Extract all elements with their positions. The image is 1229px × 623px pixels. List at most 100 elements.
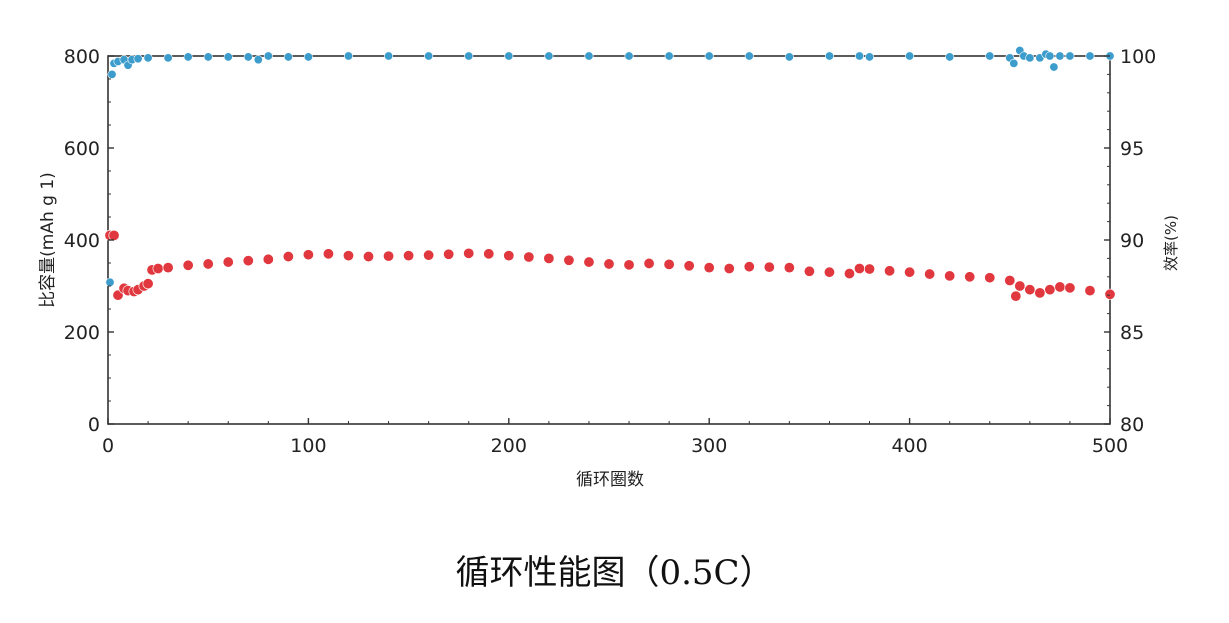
x-tick-label: 300 bbox=[691, 435, 727, 457]
efficiency-point bbox=[183, 52, 193, 62]
capacity-point bbox=[843, 268, 855, 280]
capacity-point bbox=[108, 229, 120, 241]
capacity-point bbox=[1044, 284, 1056, 296]
efficiency-point bbox=[105, 277, 115, 287]
capacity-point bbox=[152, 263, 164, 275]
capacity-point bbox=[182, 259, 194, 271]
efficiency-point bbox=[544, 51, 554, 61]
y-right-tick-label: 80 bbox=[1120, 414, 1144, 436]
efficiency-point bbox=[343, 51, 353, 61]
y-right-tick-label: 95 bbox=[1120, 138, 1144, 160]
capacity-point bbox=[423, 249, 435, 261]
x-tick-label: 200 bbox=[491, 435, 527, 457]
efficiency-point bbox=[384, 51, 394, 61]
capacity-point bbox=[262, 253, 274, 265]
y-left-axis-label: 比容量(mAh g 1) bbox=[38, 172, 58, 308]
y-right-tick-label: 100 bbox=[1120, 46, 1156, 68]
capacity-point bbox=[964, 271, 976, 283]
efficiency-point bbox=[1085, 51, 1095, 61]
x-axis-label: 循环圈数 bbox=[576, 470, 644, 490]
capacity-point bbox=[683, 260, 695, 272]
axis-ticks: 0 100 200 300 400 500 0 200 400 600 800 80 85 90 95 100 bbox=[64, 46, 1157, 457]
capacity-point bbox=[864, 263, 876, 275]
capacity-point bbox=[663, 258, 675, 270]
capacity-point bbox=[944, 270, 956, 282]
y-left-tick-label: 400 bbox=[64, 230, 100, 252]
capacity-point bbox=[853, 263, 865, 275]
efficiency-point bbox=[424, 51, 434, 61]
capacity-point bbox=[904, 266, 916, 278]
capacity-point bbox=[282, 251, 294, 263]
efficiency-point bbox=[905, 51, 915, 61]
capacity-point bbox=[322, 248, 334, 260]
capacity-point bbox=[142, 278, 154, 290]
efficiency-point bbox=[1009, 58, 1019, 68]
y-left-tick-label: 800 bbox=[64, 46, 100, 68]
capacity-point bbox=[202, 258, 214, 270]
plot-border bbox=[107, 55, 1111, 425]
capacity-point bbox=[342, 250, 354, 262]
capacity-point bbox=[543, 252, 555, 264]
y-left-tick-label: 200 bbox=[64, 322, 100, 344]
capacity-point bbox=[443, 248, 455, 260]
capacity-point bbox=[783, 262, 795, 274]
efficiency-point bbox=[854, 51, 864, 61]
x-tick-label: 500 bbox=[1092, 435, 1128, 457]
y-left-tick-label: 600 bbox=[64, 138, 100, 160]
efficiency-point bbox=[824, 51, 834, 61]
capacity-point bbox=[924, 268, 936, 280]
capacity-point bbox=[242, 255, 254, 267]
x-tick-label: 400 bbox=[891, 435, 927, 457]
capacity-point bbox=[1014, 280, 1026, 292]
efficiency-point bbox=[163, 53, 173, 63]
capacity-point bbox=[162, 262, 174, 274]
efficiency-point bbox=[624, 51, 634, 61]
capacity-point bbox=[1024, 284, 1036, 296]
y-right-axis-label: 效率(%) bbox=[1162, 215, 1180, 271]
capacity-point bbox=[603, 258, 615, 270]
capacity-point bbox=[563, 254, 575, 266]
figure-caption: 循环性能图（0.5C） bbox=[455, 553, 774, 593]
capacity-point bbox=[1054, 281, 1066, 293]
capacity-point bbox=[763, 261, 775, 273]
x-tick-label: 0 bbox=[102, 435, 114, 457]
capacity-point bbox=[222, 256, 234, 268]
efficiency-point bbox=[985, 51, 995, 61]
capacity-point bbox=[1034, 287, 1046, 299]
capacity-point bbox=[984, 272, 996, 284]
efficiency-series bbox=[105, 45, 1115, 287]
capacity-point bbox=[803, 265, 815, 277]
capacity-point bbox=[503, 250, 515, 262]
efficiency-point bbox=[784, 52, 794, 62]
capacity-point bbox=[463, 247, 475, 259]
efficiency-point bbox=[1055, 51, 1065, 61]
capacity-point bbox=[1084, 285, 1096, 297]
plot-frame bbox=[107, 55, 1111, 425]
capacity-point bbox=[302, 249, 314, 261]
efficiency-point bbox=[283, 52, 293, 62]
capacity-point bbox=[1104, 288, 1116, 300]
efficiency-point bbox=[143, 53, 153, 63]
y-left-tick-label: 0 bbox=[88, 414, 100, 436]
efficiency-point bbox=[664, 51, 674, 61]
capacity-point bbox=[523, 251, 535, 263]
efficiency-point bbox=[744, 51, 754, 61]
efficiency-point bbox=[1045, 51, 1055, 61]
efficiency-point bbox=[464, 51, 474, 61]
efficiency-point bbox=[203, 52, 213, 62]
capacity-point bbox=[703, 262, 715, 274]
y-right-tick-label: 85 bbox=[1120, 322, 1144, 344]
efficiency-point bbox=[865, 52, 875, 62]
capacity-point bbox=[623, 259, 635, 271]
efficiency-point bbox=[133, 54, 143, 64]
efficiency-point bbox=[945, 52, 955, 62]
capacity-point bbox=[823, 266, 835, 278]
capacity-point bbox=[583, 256, 595, 268]
capacity-point bbox=[1010, 290, 1022, 302]
y-right-tick-label: 90 bbox=[1120, 230, 1144, 252]
efficiency-point bbox=[223, 52, 233, 62]
efficiency-point bbox=[303, 52, 313, 62]
capacity-point bbox=[643, 257, 655, 269]
efficiency-point bbox=[1049, 62, 1059, 72]
